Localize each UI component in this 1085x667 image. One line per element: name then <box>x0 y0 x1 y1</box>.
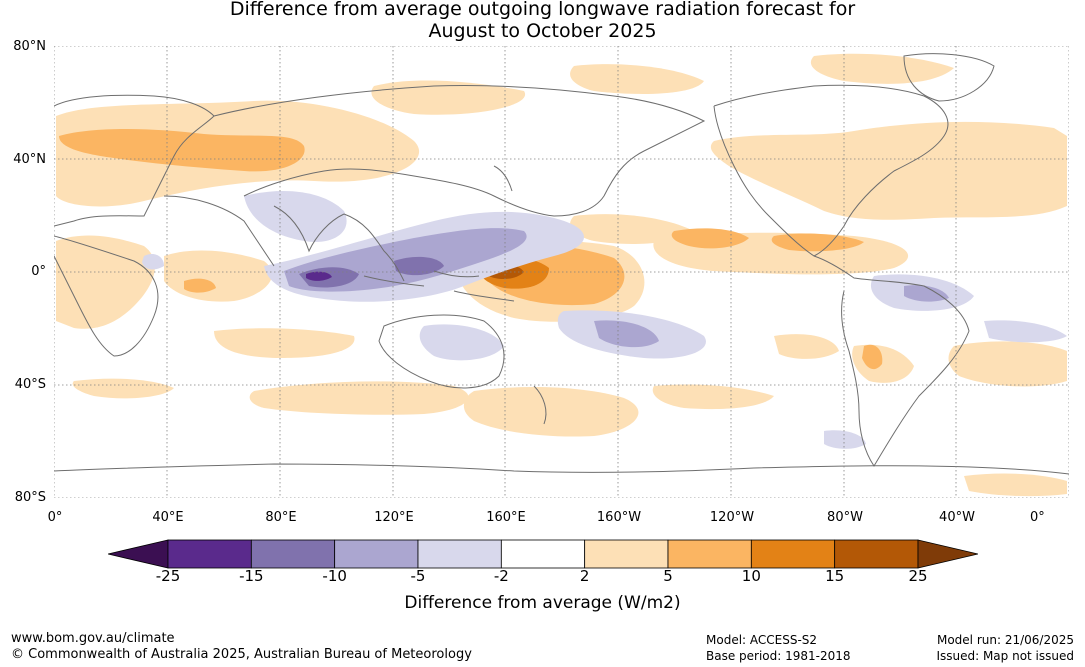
colorbar-swatch <box>834 539 919 569</box>
map-title-line-1: Difference from average outgoing longwav… <box>229 0 856 20</box>
colorbar-tick-label: -10 <box>322 567 347 585</box>
map-title-line-2: August to October 2025 <box>428 20 657 42</box>
colorbar-swatch <box>417 539 502 569</box>
footer-model-run: Model run: 21/06/2025 <box>936 633 1074 647</box>
colorbar-arrow-high <box>917 539 978 569</box>
footer-model: Model: ACCESS-S2 <box>706 633 818 647</box>
colorbar-tick-label: 2 <box>579 567 590 585</box>
colorbar-tick-label: -25 <box>155 567 181 585</box>
lon-label-160w: 160°W <box>596 510 642 525</box>
lat-label-80n: 80°N <box>13 39 46 54</box>
lon-label-120e: 120°E <box>374 510 414 525</box>
lon-label-80e: 80°E <box>265 510 297 525</box>
lat-label-40s: 40°S <box>14 377 46 392</box>
lat-label-40n: 40°N <box>13 152 46 167</box>
lat-label-80s: 80°S <box>14 490 46 505</box>
colorbar-swatch <box>750 539 836 569</box>
lon-label-160e: 160°E <box>486 510 526 525</box>
anomaly-map <box>54 46 1069 498</box>
colorbar-swatch <box>250 539 336 569</box>
lon-label-120w: 120°W <box>709 510 755 525</box>
footer-base-period: Base period: 1981-2018 <box>706 649 851 663</box>
footer-copyright: © Commonwealth of Australia 2025, Austra… <box>11 647 472 662</box>
lon-label-80w: 80°W <box>827 510 863 525</box>
lat-label-equator: 0° <box>31 264 46 279</box>
colorbar-tick-label: 15 <box>825 567 845 585</box>
coastlines <box>54 53 1069 475</box>
colorbar-tick-label: 10 <box>741 567 761 585</box>
colorbar-tick-label: -15 <box>239 567 264 585</box>
colorbar-tick-label: 5 <box>663 567 673 585</box>
anomaly-shading <box>56 53 1067 497</box>
colorbar-swatch <box>500 539 586 569</box>
lon-label-40w: 40°W <box>939 510 975 525</box>
graticule <box>54 46 1069 498</box>
colorbar-tick-label: 25 <box>908 567 928 585</box>
colorbar-tick-label: -2 <box>493 567 509 585</box>
colorbar-swatch <box>334 539 419 569</box>
colorbar-tick-label: -5 <box>410 567 426 585</box>
lon-label-40e: 40°E <box>152 510 184 525</box>
footer-issued: Issued: Map not issued <box>936 649 1074 663</box>
footer-url[interactable]: www.bom.gov.au/climate <box>11 631 175 646</box>
colorbar <box>108 539 978 569</box>
colorbar-swatch <box>167 539 252 569</box>
lon-label-0-right: 0° <box>1030 510 1045 525</box>
colorbar-swatch <box>667 539 752 569</box>
colorbar-swatch <box>584 539 669 569</box>
colorbar-arrow-low <box>108 539 169 569</box>
colorbar-title: Difference from average (W/m2) <box>404 593 681 613</box>
lon-label-0: 0° <box>47 510 63 525</box>
